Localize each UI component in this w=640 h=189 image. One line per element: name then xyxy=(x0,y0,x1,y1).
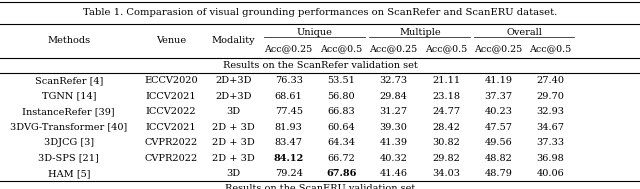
Text: Overall: Overall xyxy=(506,28,542,37)
Text: 66.83: 66.83 xyxy=(327,107,355,116)
Text: 29.70: 29.70 xyxy=(536,91,564,101)
Text: 2D + 3D: 2D + 3D xyxy=(212,122,255,132)
Text: ScanRefer [4]: ScanRefer [4] xyxy=(35,76,103,85)
Text: 56.80: 56.80 xyxy=(327,91,355,101)
Text: 28.42: 28.42 xyxy=(432,122,460,132)
Text: Acc@0.5: Acc@0.5 xyxy=(320,45,362,54)
Text: 64.34: 64.34 xyxy=(327,138,355,147)
Text: 41.46: 41.46 xyxy=(380,169,408,178)
Text: 3DJCG [3]: 3DJCG [3] xyxy=(44,138,94,147)
Text: 3DVG-Transformer [40]: 3DVG-Transformer [40] xyxy=(10,122,127,132)
Text: ICCV2021: ICCV2021 xyxy=(146,122,196,132)
Text: Venue: Venue xyxy=(156,36,186,45)
Text: 32.93: 32.93 xyxy=(536,107,564,116)
Text: 27.40: 27.40 xyxy=(536,76,564,85)
Text: 2D+3D: 2D+3D xyxy=(215,76,252,85)
Text: 39.30: 39.30 xyxy=(380,122,408,132)
Text: 24.77: 24.77 xyxy=(432,107,460,116)
Text: 3D: 3D xyxy=(227,107,241,116)
Text: 47.57: 47.57 xyxy=(484,122,513,132)
Text: 60.64: 60.64 xyxy=(327,122,355,132)
Text: 48.82: 48.82 xyxy=(484,153,513,163)
Text: Acc@0.25: Acc@0.25 xyxy=(474,45,523,54)
Text: 29.82: 29.82 xyxy=(432,153,460,163)
Text: ECCV2020: ECCV2020 xyxy=(145,76,198,85)
Text: Acc@0.5: Acc@0.5 xyxy=(529,45,572,54)
Text: 81.93: 81.93 xyxy=(275,122,303,132)
Text: InstanceRefer [39]: InstanceRefer [39] xyxy=(22,107,115,116)
Text: 40.32: 40.32 xyxy=(380,153,408,163)
Text: 68.61: 68.61 xyxy=(275,91,303,101)
Text: 66.72: 66.72 xyxy=(327,153,355,163)
Text: CVPR2022: CVPR2022 xyxy=(145,153,198,163)
Text: TGNN [14]: TGNN [14] xyxy=(42,91,96,101)
Text: 3D: 3D xyxy=(227,169,241,178)
Text: 83.47: 83.47 xyxy=(275,138,303,147)
Text: 41.19: 41.19 xyxy=(484,76,513,85)
Text: 31.27: 31.27 xyxy=(380,107,408,116)
Text: Acc@0.25: Acc@0.25 xyxy=(264,45,313,54)
Text: 77.45: 77.45 xyxy=(275,107,303,116)
Text: 40.23: 40.23 xyxy=(484,107,513,116)
Text: 40.06: 40.06 xyxy=(536,169,564,178)
Text: 29.84: 29.84 xyxy=(380,91,408,101)
Text: HAM [5]: HAM [5] xyxy=(47,169,90,178)
Text: Modality: Modality xyxy=(212,36,255,45)
Text: 37.33: 37.33 xyxy=(536,138,564,147)
Text: Multiple: Multiple xyxy=(399,28,441,37)
Text: ICCV2022: ICCV2022 xyxy=(146,107,196,116)
Text: 2D + 3D: 2D + 3D xyxy=(212,138,255,147)
Text: Methods: Methods xyxy=(47,36,90,45)
Text: Acc@0.5: Acc@0.5 xyxy=(425,45,467,54)
Text: 23.18: 23.18 xyxy=(432,91,460,101)
Text: 3D-SPS [21]: 3D-SPS [21] xyxy=(38,153,99,163)
Text: 36.98: 36.98 xyxy=(536,153,564,163)
Text: Unique: Unique xyxy=(297,28,333,37)
Text: 32.73: 32.73 xyxy=(380,76,408,85)
Text: 37.37: 37.37 xyxy=(484,91,513,101)
Text: 76.33: 76.33 xyxy=(275,76,303,85)
Text: 84.12: 84.12 xyxy=(273,153,304,163)
Text: 2D+3D: 2D+3D xyxy=(215,91,252,101)
Text: Results on the ScanERU validation set: Results on the ScanERU validation set xyxy=(225,184,415,189)
Text: Acc@0.25: Acc@0.25 xyxy=(369,45,418,54)
Text: 67.86: 67.86 xyxy=(326,169,356,178)
Text: 53.51: 53.51 xyxy=(327,76,355,85)
Text: 48.79: 48.79 xyxy=(484,169,513,178)
Text: 21.11: 21.11 xyxy=(432,76,460,85)
Text: 34.03: 34.03 xyxy=(432,169,460,178)
Text: 30.82: 30.82 xyxy=(432,138,460,147)
Text: 79.24: 79.24 xyxy=(275,169,303,178)
Text: 34.67: 34.67 xyxy=(536,122,564,132)
Text: CVPR2022: CVPR2022 xyxy=(145,138,198,147)
Text: ICCV2021: ICCV2021 xyxy=(146,91,196,101)
Text: 41.39: 41.39 xyxy=(380,138,408,147)
Text: 2D + 3D: 2D + 3D xyxy=(212,153,255,163)
Text: Results on the ScanRefer validation set: Results on the ScanRefer validation set xyxy=(223,61,417,70)
Text: Table 1. Comparasion of visual grounding performances on ScanRefer and ScanERU d: Table 1. Comparasion of visual grounding… xyxy=(83,8,557,17)
Text: 49.56: 49.56 xyxy=(484,138,513,147)
